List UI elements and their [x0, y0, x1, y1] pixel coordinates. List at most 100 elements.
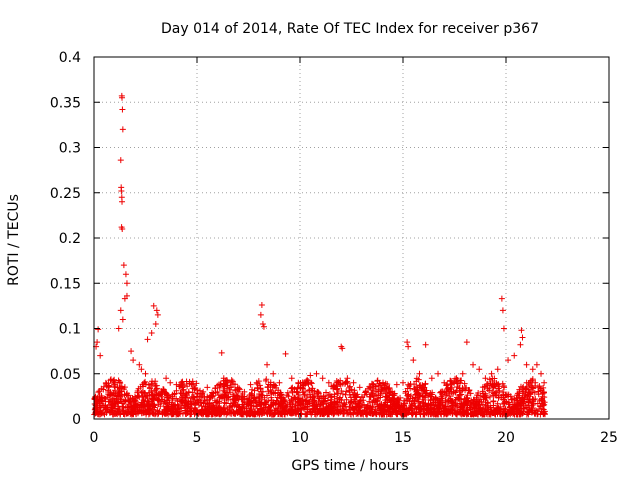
- y-axis-title: ROTI / TECUs: [6, 194, 22, 286]
- data-point-dense: [372, 383, 379, 390]
- data-point-dense: [126, 398, 133, 405]
- data-point-dense: [461, 380, 468, 387]
- data-point: [350, 379, 357, 386]
- data-point-dense: [459, 386, 466, 393]
- data-point: [270, 370, 277, 377]
- data-point-dense: [489, 375, 496, 382]
- data-point-dense: [464, 392, 471, 399]
- data-point-dense: [489, 382, 496, 389]
- data-point-dense: [263, 404, 270, 411]
- data-point-dense: [360, 397, 367, 404]
- data-point-dense: [374, 377, 381, 384]
- data-point-dense: [164, 397, 171, 404]
- data-point-dense: [399, 410, 406, 417]
- data-point-dense: [278, 391, 285, 398]
- data-point-dense: [236, 407, 243, 414]
- data-point-dense: [315, 389, 322, 396]
- data-point: [119, 126, 126, 133]
- data-point: [400, 379, 406, 386]
- data-point-dense: [541, 408, 548, 415]
- data-point-dense: [509, 396, 516, 403]
- data-point-dense: [428, 411, 435, 418]
- data-point-dense: [295, 391, 302, 398]
- data-point-dense: [293, 408, 300, 415]
- data-point: [258, 301, 265, 308]
- data-point: [435, 370, 442, 377]
- data-point-dense: [499, 411, 506, 418]
- data-point-dense: [207, 394, 214, 401]
- x-tick-label: 0: [90, 430, 99, 446]
- data-point-dense: [427, 405, 434, 412]
- data-point-dense: [107, 389, 114, 396]
- data-point-dense: [310, 394, 317, 401]
- data-point-dense: [160, 409, 167, 416]
- data-point: [538, 370, 545, 377]
- data-point-dense: [98, 392, 105, 399]
- data-point-dense: [529, 377, 536, 384]
- data-point-dense: [356, 408, 363, 415]
- data-point-dense: [250, 403, 257, 410]
- data-point-dense: [362, 389, 369, 396]
- data-point-dense: [130, 395, 137, 402]
- data-point-dense: [217, 381, 224, 388]
- y-tick-label: 0.05: [50, 367, 81, 383]
- data-point-dense: [454, 403, 461, 410]
- data-point-dense: [413, 384, 420, 391]
- data-point-dense: [520, 404, 527, 411]
- data-point-dense: [413, 408, 420, 415]
- data-point: [210, 390, 217, 397]
- data-point-dense: [485, 400, 492, 407]
- data-point: [253, 379, 260, 386]
- data-point: [505, 357, 512, 364]
- data-point-dense: [492, 411, 499, 418]
- data-point: [154, 311, 161, 318]
- data-point-dense: [229, 381, 236, 388]
- data-point-dense: [398, 402, 405, 409]
- data-point-dense: [486, 376, 493, 383]
- data-point: [294, 384, 301, 391]
- data-point: [459, 370, 466, 377]
- data-point-dense: [151, 394, 158, 401]
- data-point: [307, 372, 314, 379]
- data-point-dense: [354, 400, 361, 407]
- data-point-dense: [384, 406, 391, 413]
- data-point-dense: [490, 392, 497, 399]
- data-point-dense: [378, 406, 385, 413]
- data-point: [282, 350, 289, 357]
- data-point-dense: [237, 410, 244, 417]
- data-point-dense: [110, 411, 117, 418]
- data-point: [218, 349, 225, 356]
- data-point-dense: [194, 393, 201, 400]
- y-tick-label: 0: [72, 412, 81, 428]
- data-point-dense: [189, 389, 196, 396]
- data-point-dense: [178, 398, 185, 405]
- data-point-dense: [201, 394, 208, 401]
- data-point-dense: [218, 410, 225, 417]
- data-point-dense: [232, 397, 239, 404]
- data-point-dense: [535, 406, 542, 413]
- data-point-dense: [475, 401, 482, 408]
- data-point-dense: [347, 399, 354, 406]
- data-point-dense: [148, 388, 155, 395]
- y-tick-labels: 0 0.05 0.1 0.15 0.2 0.25 0.3 0.35 0.4: [50, 50, 81, 428]
- data-point-dense: [497, 403, 504, 410]
- data-point-dense: [188, 407, 195, 414]
- x-tick-labels: 0 5 10 15 20 25: [90, 430, 618, 446]
- data-point-dense: [539, 390, 546, 397]
- data-point-dense: [285, 408, 292, 415]
- axis-ticks: [93, 56, 610, 420]
- data-point-dense: [327, 396, 334, 403]
- data-point-dense: [119, 400, 126, 407]
- data-point-dense: [532, 379, 539, 386]
- data-point-dense: [113, 410, 120, 417]
- data-point-dense: [246, 392, 253, 399]
- data-point: [529, 366, 536, 373]
- data-point-dense: [337, 403, 344, 410]
- data-point: [447, 377, 454, 384]
- chart-title: Day 014 of 2014, Rate Of TEC Index for r…: [161, 21, 539, 37]
- data-point-dense: [394, 396, 401, 403]
- data-point-dense: [335, 399, 342, 406]
- data-point-dense: [392, 402, 399, 409]
- x-tick-label: 15: [394, 430, 412, 446]
